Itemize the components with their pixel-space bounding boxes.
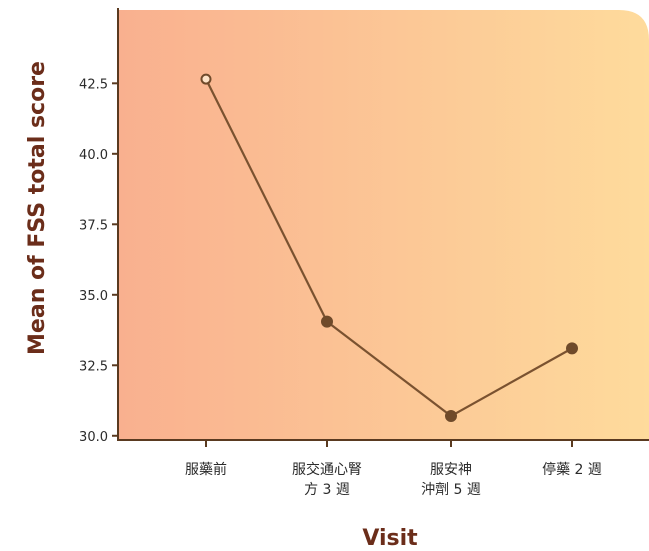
data-point (200, 73, 212, 85)
series-line (205, 78, 573, 418)
data-point (445, 410, 457, 423)
x-axis-title: Visit (362, 526, 418, 551)
y-tick-label: 30.0 (79, 430, 108, 445)
y-tick-label: 32.5 (79, 359, 108, 374)
data-point (321, 315, 333, 328)
y-axis-title: Mean of FSS total score (25, 61, 50, 355)
data-point (566, 342, 578, 355)
y-tick-label: 40.0 (79, 148, 108, 163)
y-tick-label: 37.5 (79, 218, 108, 233)
x-tick-label: 服藥前 (185, 461, 227, 478)
plot-area (118, 10, 649, 440)
y-axis: 30.0 32.5 35.0 37.5 40.0 42.5 (79, 8, 119, 445)
y-tick-label: 42.5 (79, 77, 108, 92)
y-tick-label: 35.0 (79, 289, 108, 304)
x-tick-label: 服安神 (430, 462, 472, 478)
x-tick-label: 方 3 週 (304, 482, 350, 498)
x-tick-label: 服交通心腎 (292, 461, 362, 478)
x-tick-label: 停藥 2 週 (542, 461, 602, 478)
series-layer (200, 73, 578, 423)
x-tick-label: 沖劑 5 週 (421, 481, 481, 498)
